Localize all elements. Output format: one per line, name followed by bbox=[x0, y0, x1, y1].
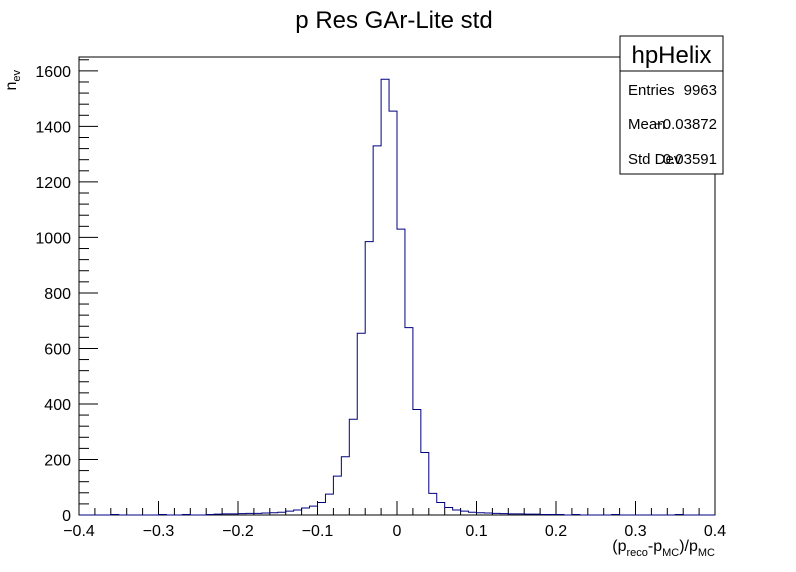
stats-stddev-label: Std Dev bbox=[628, 151, 682, 168]
histogram-series bbox=[79, 78, 715, 516]
y-tick-label: 800 bbox=[44, 286, 71, 303]
stats-mean-value: −0.03872 bbox=[654, 116, 717, 133]
y-tick-label: 400 bbox=[44, 397, 71, 414]
x-tick-label: −0.4 bbox=[63, 523, 95, 540]
x-tick-label: 0.3 bbox=[624, 523, 646, 540]
y-axis-label-main: n bbox=[3, 82, 20, 91]
y-tick-label: 1000 bbox=[35, 230, 71, 247]
stats-box-frame bbox=[619, 35, 724, 175]
x-tick-label: −0.3 bbox=[143, 523, 175, 540]
y-tick-label: 1400 bbox=[35, 119, 71, 136]
x-tick-label: 0.2 bbox=[545, 523, 567, 540]
svg-text:nev: nev bbox=[3, 70, 23, 91]
x-tick-label: 0.4 bbox=[704, 523, 726, 540]
y-axis-label-sub: ev bbox=[11, 70, 23, 82]
x-tick-label: 0 bbox=[393, 523, 402, 540]
x-tick-label: −0.2 bbox=[222, 523, 254, 540]
y-tick-label: 1600 bbox=[35, 64, 71, 81]
chart-title: p Res GAr-Lite std bbox=[295, 7, 492, 34]
stats-entries-value: 9963 bbox=[684, 82, 717, 99]
x-axis: −0.4 −0.3 −0.2 −0.1 0 0.1 0.2 0.3 0.4 bbox=[63, 501, 726, 540]
x-axis-label: (preco-pMC)/pMC bbox=[612, 538, 715, 559]
x-tick-label: 0.1 bbox=[465, 523, 487, 540]
x-tick-label: −0.1 bbox=[302, 523, 334, 540]
stats-stddev-value: 0.03591 bbox=[663, 151, 717, 168]
histogram-line bbox=[79, 78, 715, 516]
stats-box: hpHelix Entries 9963 Mean −0.03872 Std D… bbox=[619, 35, 724, 175]
y-tick-label: 600 bbox=[44, 341, 71, 358]
y-axis: 0 200 400 600 800 1000 1200 1400 1600 bbox=[35, 59, 98, 525]
stats-entries-label: Entries bbox=[628, 82, 675, 99]
y-tick-label: 200 bbox=[44, 452, 71, 469]
stats-box-title: hpHelix bbox=[631, 42, 711, 69]
y-tick-label: 1200 bbox=[35, 175, 71, 192]
y-axis-label: nev bbox=[3, 70, 23, 91]
stats-mean-label: Mean bbox=[628, 116, 666, 133]
y-tick-label: 0 bbox=[62, 508, 71, 525]
